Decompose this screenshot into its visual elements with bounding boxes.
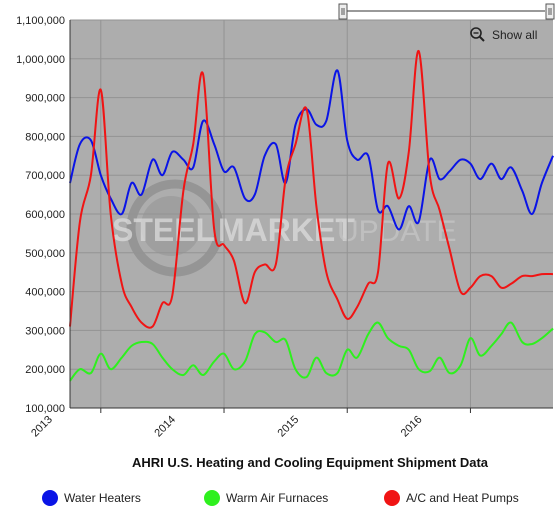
watermark-word-3: UPDATE bbox=[337, 215, 456, 248]
y-tick-label: 400,000 bbox=[25, 287, 65, 299]
y-tick-label: 200,000 bbox=[25, 364, 65, 376]
navigator-handle-left[interactable] bbox=[338, 3, 348, 20]
y-tick-label: 900,000 bbox=[25, 93, 65, 105]
legend-label: Water Heaters bbox=[64, 491, 141, 505]
legend-marker bbox=[42, 490, 58, 506]
x-tick-label: 2014 bbox=[152, 414, 178, 440]
series-layer bbox=[69, 49, 554, 382]
legend-label: Warm Air Furnaces bbox=[226, 491, 328, 505]
legend: Water Heaters Warm Air Furnaces A/C and He… bbox=[42, 490, 519, 506]
x-axis: 2013 2014 2015 2016 bbox=[29, 407, 553, 440]
watermark-word-2: MARKET bbox=[218, 212, 355, 248]
y-axis: 100,000 200,000 300,000 400,000 500,000 600,0… bbox=[16, 15, 71, 415]
series-line-warm-air-furnaces[interactable] bbox=[69, 321, 554, 382]
show-all-button[interactable]: Show all bbox=[470, 27, 537, 42]
legend-item-a-c-and-heat-pumps[interactable]: A/C and Heat Pumps bbox=[384, 490, 519, 506]
zoom-out-icon-handle bbox=[479, 36, 485, 42]
legend-marker bbox=[384, 490, 400, 506]
chart-title: AHRI U.S. Heating and Cooling Equipment … bbox=[132, 455, 489, 470]
x-tick-label: 2015 bbox=[276, 414, 302, 440]
y-tick-label: 600,000 bbox=[25, 209, 65, 221]
series-line-a-c-and-heat-pumps[interactable] bbox=[69, 49, 554, 329]
navigator-bar[interactable] bbox=[338, 3, 555, 20]
legend-marker bbox=[204, 490, 220, 506]
y-tick-label: 1,100,000 bbox=[16, 15, 65, 27]
y-tick-label: 100,000 bbox=[25, 403, 65, 415]
navigator-handle-right[interactable] bbox=[545, 3, 555, 20]
watermark-word-1: STEEL bbox=[112, 212, 215, 248]
x-tick-label: 2013 bbox=[29, 414, 55, 440]
legend-item-warm-air-furnaces[interactable]: Warm Air Furnaces bbox=[204, 490, 328, 506]
y-tick-label: 800,000 bbox=[25, 131, 65, 143]
legend-item-water-heaters[interactable]: Water Heaters bbox=[42, 490, 141, 506]
series-line-water-heaters[interactable] bbox=[69, 69, 554, 231]
x-tick-label: 2016 bbox=[399, 414, 425, 440]
y-tick-label: 500,000 bbox=[25, 248, 65, 260]
legend-label: A/C and Heat Pumps bbox=[406, 491, 519, 505]
y-tick-label: 300,000 bbox=[25, 325, 65, 337]
show-all-label: Show all bbox=[492, 28, 537, 42]
zoom-out-icon bbox=[470, 27, 482, 39]
watermark-disc bbox=[141, 196, 201, 256]
y-tick-label: 1,000,000 bbox=[16, 54, 65, 66]
y-tick-label: 700,000 bbox=[25, 170, 65, 182]
